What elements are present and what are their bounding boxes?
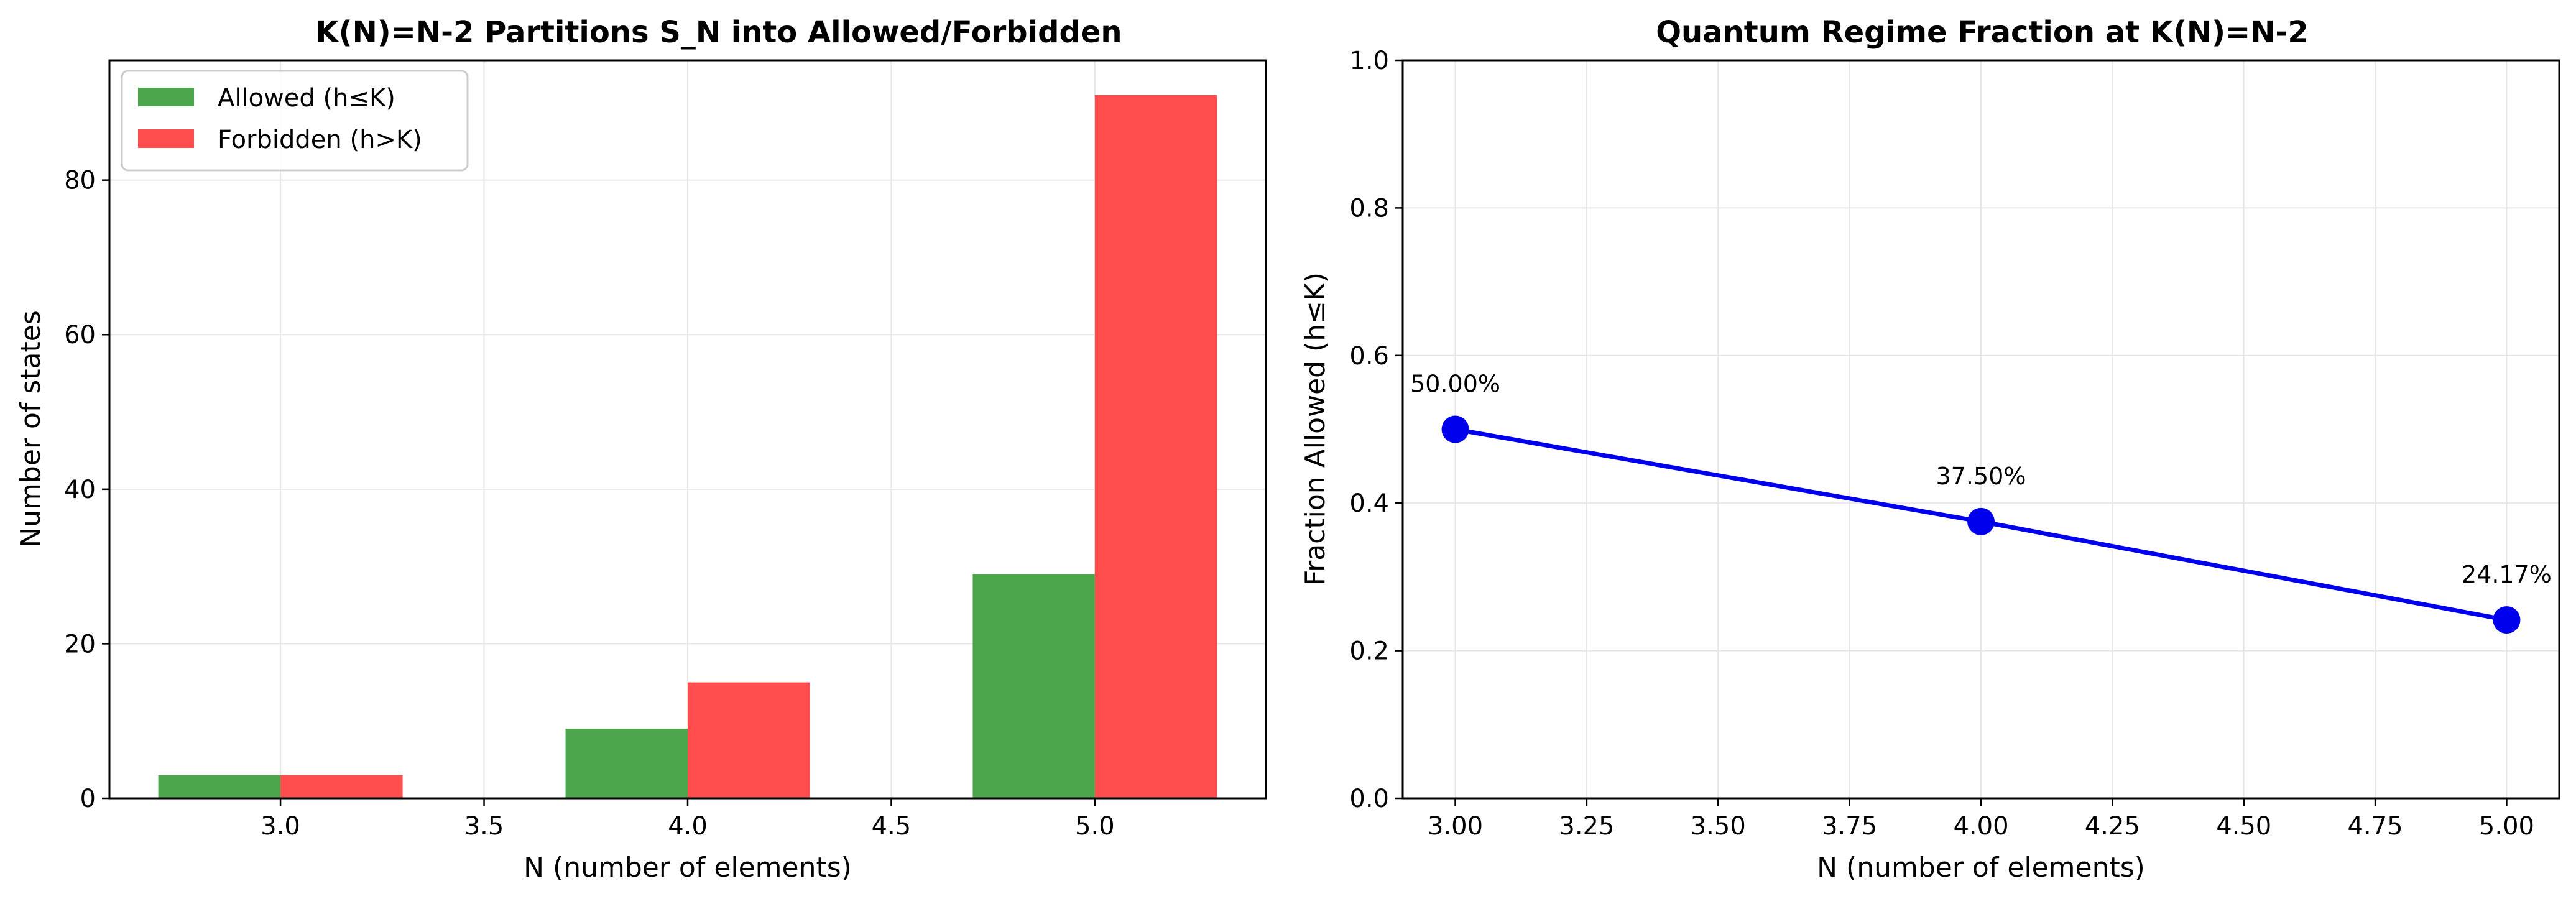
bar-chart-panel: K(N)=N-2 Partitions S_N into Allowed/For… [15, 15, 1267, 883]
bar-chart-x-axis-label: N (number of elements) [524, 852, 852, 883]
line-data-label: 37.50% [1936, 463, 2026, 490]
bar-chart-x-tick-label: 4.0 [668, 812, 708, 841]
bar-chart-title: K(N)=N-2 Partitions S_N into Allowed/For… [315, 15, 1122, 50]
line-chart-x-tick-label: 3.00 [1428, 812, 1483, 841]
bar-chart-x-tick-label: 4.5 [872, 812, 912, 841]
bar-allowed [972, 574, 1095, 798]
legend-swatch-allowed [138, 88, 194, 106]
bar-chart-legend: Allowed (h≤K) Forbidden (h>K) [121, 70, 469, 172]
line-chart-x-tick-label: 4.50 [2216, 812, 2271, 841]
line-chart-x-tick-label: 4.75 [2348, 812, 2403, 841]
line-chart-y-tick-label: 1.0 [1349, 47, 1389, 75]
bar-chart-y-tick-label: 80 [64, 167, 96, 195]
line-chart-y-tick-label: 0.6 [1349, 342, 1389, 371]
line-chart-x-tick-label: 4.25 [2085, 812, 2140, 841]
line-chart-y-tick-label: 0.4 [1349, 489, 1389, 518]
line-chart-title: Quantum Regime Fraction at K(N)=N-2 [1656, 15, 2308, 50]
line-chart-panel: Quantum Regime Fraction at K(N)=N-2 50.0… [1300, 15, 2560, 883]
bar-allowed [158, 775, 281, 798]
bar-chart-x-tick-label: 5.0 [1075, 812, 1115, 841]
line-chart-y-tick-label: 0.0 [1349, 785, 1389, 813]
line-series-point [1967, 507, 1995, 535]
bar-chart-x-tick-label: 3.5 [464, 812, 504, 841]
line-chart-x-tick-label: 5.00 [2479, 812, 2534, 841]
line-data-label: 24.17% [2462, 561, 2552, 588]
line-series-point [1441, 415, 1469, 443]
line-chart-x-tick-label: 3.25 [1559, 812, 1614, 841]
line-chart-x-tick-label: 3.50 [1691, 812, 1746, 841]
bar-chart-y-tick-label: 60 [64, 321, 96, 349]
line-chart-y-tick-label: 0.8 [1349, 194, 1389, 223]
bar-chart-y-tick-label: 20 [64, 630, 96, 658]
legend-label-forbidden: Forbidden (h>K) [218, 126, 422, 154]
bar-chart-y-tick-label: 40 [64, 476, 96, 504]
legend-swatch-forbidden [138, 129, 194, 148]
bar-forbidden [688, 682, 810, 798]
bar-chart-x-tick-label: 3.0 [261, 812, 300, 841]
line-chart-y-tick-label: 0.2 [1349, 637, 1389, 666]
bar-forbidden [280, 775, 403, 798]
bar-chart-ticks: 3.0 3.5 4.0 4.5 5.0 0 20 40 60 80 [64, 167, 1115, 841]
bar-forbidden [1094, 95, 1217, 799]
line-chart-y-axis-label: Fraction Allowed (h≤K) [1300, 272, 1331, 586]
bar-chart-y-tick-label: 0 [80, 785, 96, 813]
line-chart-ticks: 3.00 3.25 3.50 3.75 4.00 4.25 4.50 4.75 5.00 0.0 0… [1349, 47, 2534, 841]
line-chart-x-axis-label: N (number of elements) [1817, 852, 2145, 883]
line-chart-x-tick-label: 4.00 [1953, 812, 2008, 841]
legend-box [121, 70, 469, 172]
bar-chart-y-axis-label: Number of states [15, 310, 47, 548]
bar-chart-bars [158, 95, 1217, 799]
legend-label-allowed: Allowed (h≤K) [218, 84, 395, 113]
line-data-label: 50.00% [1410, 371, 1500, 398]
line-chart-series: 50.00% 37.50% 24.17% [1410, 371, 2552, 634]
line-chart-x-tick-label: 3.75 [1822, 812, 1877, 841]
line-series-point [2493, 606, 2521, 634]
bar-allowed [565, 729, 688, 798]
